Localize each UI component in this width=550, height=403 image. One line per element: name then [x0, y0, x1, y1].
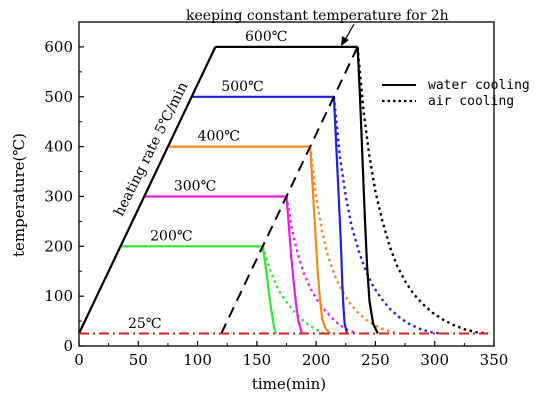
x-tick-label: 0: [74, 351, 84, 369]
x-tick-label: 100: [183, 351, 212, 369]
heating-rate-annotation: heating rate 5℃/min: [111, 80, 191, 219]
y-tick-label: 200: [44, 237, 73, 255]
y-tick-label: 400: [44, 138, 73, 156]
ambient-temperature-label: 25℃: [128, 316, 161, 332]
water-cooling-line-600c: [356, 46, 379, 334]
y-tick-label: 300: [44, 187, 73, 205]
x-tick-label: 200: [302, 351, 331, 369]
air-cooling-line-600c: [356, 46, 489, 335]
x-tick-label: 350: [480, 351, 509, 369]
air-cooling-line-500c: [332, 96, 441, 335]
legend: water cooling air cooling: [382, 78, 530, 109]
axes-layer: 0 50 100 150 200 250 300 350 0 100 200 300 400 500 600: [44, 38, 508, 369]
y-tick-label: 0: [63, 337, 73, 355]
legend-label-air-cooling: air cooling: [428, 94, 514, 109]
air-cooling-line-400c: [309, 146, 395, 334]
y-tick-label: 500: [44, 88, 73, 106]
legend-label-water-cooling: water cooling: [428, 78, 530, 93]
x-axis-title: time(min): [252, 375, 326, 393]
heating-ramp-line: [78, 46, 217, 334]
y-tick-label: 600: [44, 38, 73, 56]
temperature-label-400c: 400℃: [198, 129, 240, 145]
temperature-label-200c: 200℃: [150, 228, 192, 244]
y-tick-label: 100: [44, 287, 73, 305]
air-cooling-line-300c: [285, 196, 355, 334]
temperature-label-600c: 600℃: [245, 29, 287, 45]
air-cooling-line-200c: [261, 245, 324, 334]
series-layer: 200℃ 300℃ 400℃ 500℃ 600℃: [78, 29, 489, 335]
y-axis-title: temperature(℃): [10, 133, 28, 257]
water-cooling-line-200c: [261, 246, 277, 334]
water-cooling-line-400c: [309, 146, 332, 335]
temperature-label-300c: 300℃: [174, 178, 216, 194]
x-tick-label: 150: [243, 351, 272, 369]
water-cooling-line-300c: [285, 196, 303, 334]
x-tick-label: 50: [129, 351, 148, 369]
annotation-arrowhead: [341, 36, 349, 46]
x-tick-label: 300: [420, 351, 449, 369]
temperature-label-500c: 500℃: [221, 79, 263, 95]
constant-temperature-annotation: keeping constant temperature for 2h: [186, 8, 449, 24]
x-tick-label: 250: [361, 351, 390, 369]
water-cooling-line-500c: [332, 96, 349, 334]
